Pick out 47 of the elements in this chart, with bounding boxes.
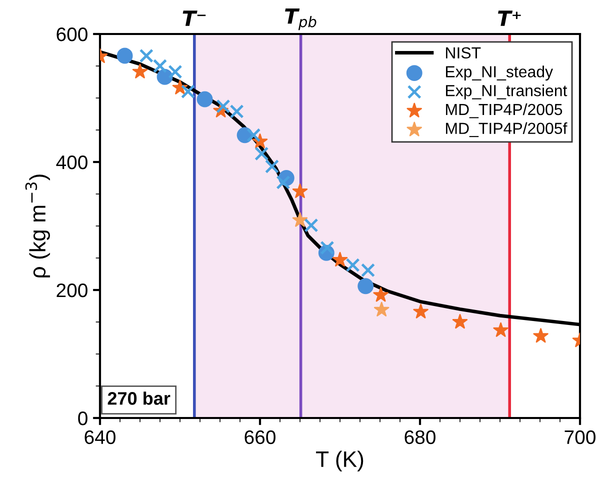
- point: [216, 99, 230, 114]
- point: [116, 48, 133, 64]
- point: [132, 64, 148, 78]
- point: [196, 91, 213, 108]
- x-tick-label: 680: [404, 430, 436, 444]
- x-tick-label: 660: [244, 430, 276, 444]
- point: [373, 287, 388, 302]
- y-tick-label: 200: [56, 283, 88, 298]
- point: [230, 104, 244, 118]
- point: [292, 183, 308, 198]
- x-tick-label: 640: [84, 430, 116, 444]
- point: [320, 240, 334, 255]
- point: [139, 48, 154, 63]
- point: [168, 64, 182, 79]
- point: [346, 258, 360, 272]
- point: [292, 212, 308, 227]
- ref-line-label: T⁺: [498, 10, 521, 26]
- x-axis-title: T (K): [316, 450, 364, 472]
- point: [493, 322, 508, 337]
- point: [360, 263, 376, 278]
- point: [413, 304, 428, 318]
- point: [452, 314, 468, 329]
- point: [180, 84, 196, 99]
- point: [246, 128, 261, 142]
- point: [254, 146, 269, 161]
- point: [304, 218, 318, 232]
- legend-label: Exp_NI_steady: [446, 66, 553, 81]
- point: [374, 302, 390, 316]
- point: [276, 175, 290, 190]
- legend-label: Exp_NI_transient: [446, 84, 568, 100]
- y-tick-label: 600: [56, 27, 88, 42]
- point: [264, 159, 280, 174]
- ref-line-label: T$_{pb}$: [285, 8, 316, 30]
- legend-label: MD_TIP4P/2005f: [446, 122, 568, 138]
- point: [156, 68, 173, 85]
- point: [533, 328, 548, 343]
- x-tick-label: 700: [564, 430, 596, 444]
- ref-line-label: T⁻: [182, 10, 206, 26]
- annotation: 270 bar: [108, 392, 170, 405]
- legend-label: MD_TIP4P/2005: [446, 103, 562, 118]
- point: [358, 278, 374, 294]
- y-tick-label: 400: [56, 155, 88, 170]
- y-tick-label: 0: [78, 411, 88, 426]
- y-axis-title: ρ (kg m$^{−3}$): [25, 174, 50, 278]
- point: [332, 252, 348, 267]
- legend-label: NIST: [446, 47, 481, 59]
- point: [152, 58, 168, 74]
